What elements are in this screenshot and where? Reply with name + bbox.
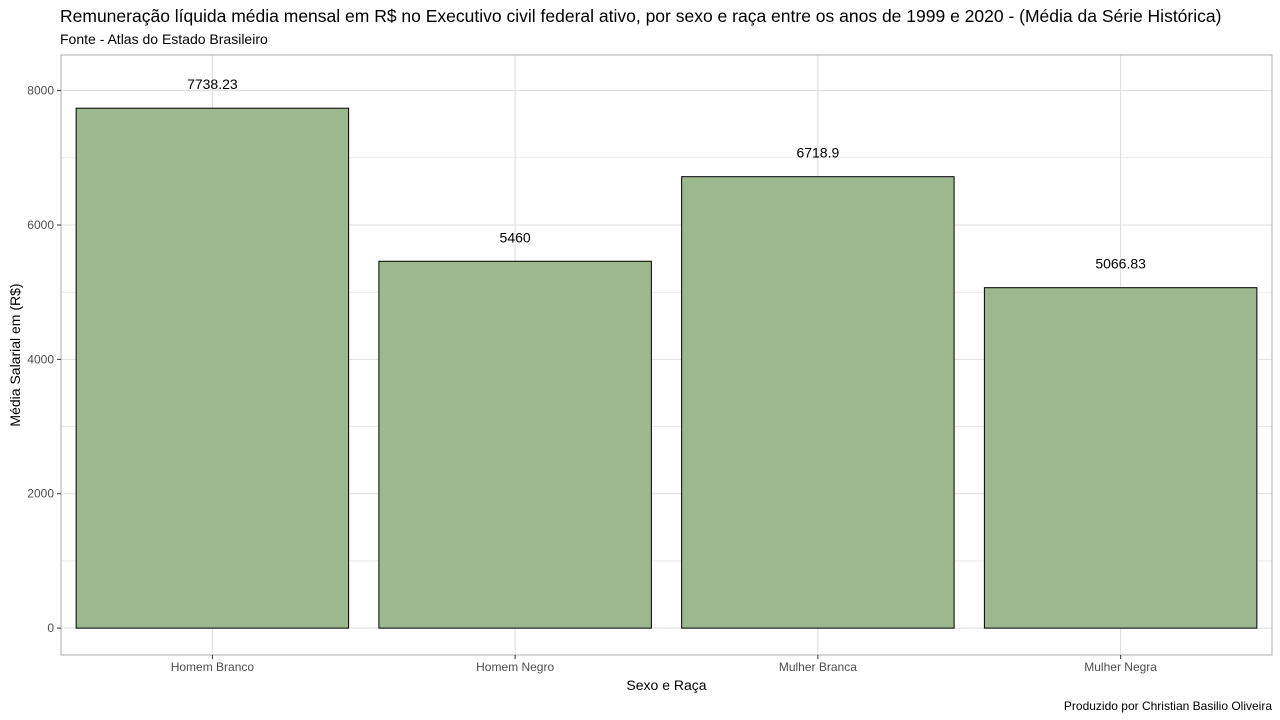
bar [681,176,955,629]
axes: 0 2000 4000 6000 8000 Homem Branco Homem Negro… [27,84,1157,674]
chart-subtitle: Fonte - Atlas do Estado Brasileiro [60,31,268,47]
plot-panel-border [60,54,1273,656]
y-tick-label: 2000 [27,487,54,501]
chart-caption: Produzido por Christian Basilio Oliveira [1063,699,1272,713]
y-tick-label: 4000 [27,352,54,366]
bar [378,260,652,629]
x-axis-title: Sexo e Raça [626,677,706,693]
y-tick-label: 8000 [27,84,54,98]
bar [983,287,1258,629]
bar-value-label: 5460 [500,229,531,245]
y-tick-label: 0 [47,621,54,635]
bar-value-label: 5066.83 [1095,256,1146,272]
chart-title: Remuneração líquida média mensal em R$ n… [60,6,1222,26]
x-tick-label: Homem Negro [476,660,554,674]
x-tick-label: Mulher Negra [1084,660,1157,674]
x-tick-label: Mulher Branca [779,660,857,674]
y-axis-title: Média Salarial em (R$) [7,283,23,426]
bar-value-label: 6718.9 [796,145,839,161]
bar-value-label: 7738.23 [187,76,238,92]
y-tick-label: 6000 [27,218,54,232]
x-tick-label: Homem Branco [171,660,255,674]
bar [75,107,350,629]
bars: 7738.23 5460 6718.9 5066.83 [75,76,1258,629]
